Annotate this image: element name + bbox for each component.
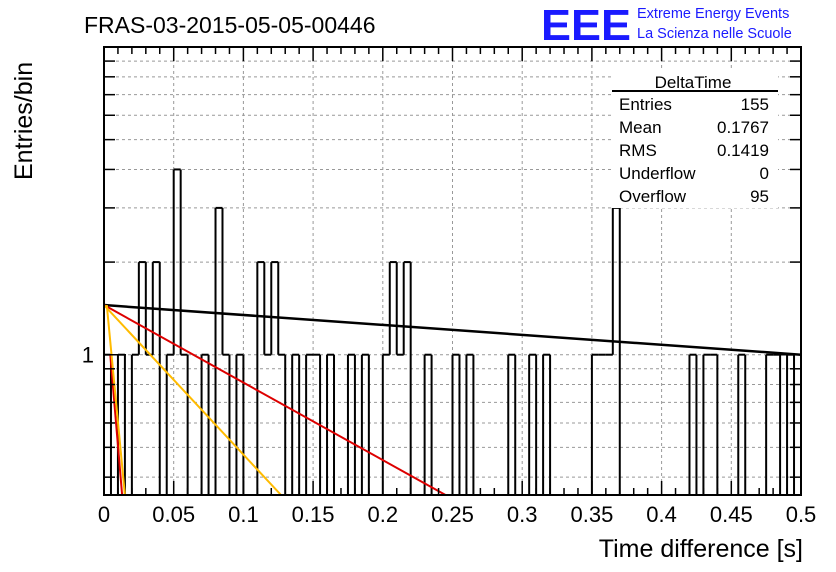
x-tick-label: 0.15	[292, 502, 335, 527]
stats-value-mean: 0.1767	[717, 118, 769, 137]
eee-logo: EEE Extreme Energy Events La Scienza nel…	[541, 1, 792, 50]
stats-label-rms: RMS	[619, 141, 657, 160]
axes: 0 0.05 0.1 0.15 0.2 0.25 0.3 0.35 0.4 0.45 0.5 1	[82, 46, 817, 527]
x-tick-label: 0.5	[786, 502, 817, 527]
stats-box: DeltaTime Entries 155 Mean 0.1767 RMS 0.…	[612, 68, 778, 208]
fit-line	[103, 304, 447, 496]
y-tick-label: 1	[82, 343, 94, 368]
x-tick-label: 0.2	[368, 502, 399, 527]
stats-label-entries: Entries	[619, 95, 672, 114]
stats-box-title: DeltaTime	[655, 73, 732, 92]
eee-logo-line2: La Scienza nelle Scuole	[637, 26, 792, 42]
eee-logo-letters: EEE	[541, 1, 631, 50]
x-tick-label: 0.3	[507, 502, 538, 527]
x-axis-label: Time difference [s]	[599, 535, 803, 563]
stats-label-underflow: Underflow	[619, 164, 696, 183]
fit-lines	[103, 303, 802, 496]
x-tick-label: 0	[98, 502, 110, 527]
fit-line	[103, 304, 282, 496]
stats-label-overflow: Overflow	[619, 187, 687, 206]
stats-value-entries: 155	[741, 95, 769, 114]
stats-value-underflow: 0	[760, 164, 769, 183]
fit-line	[103, 303, 802, 356]
stats-value-overflow: 95	[750, 187, 769, 206]
x-tick-label: 0.35	[570, 502, 613, 527]
x-tick-label: 0.05	[152, 502, 195, 527]
y-axis-label: Entries/bin	[10, 62, 38, 180]
eee-logo-line1: Extreme Energy Events	[637, 6, 789, 22]
x-tick-label: 0.45	[710, 502, 753, 527]
fit-line	[109, 354, 124, 496]
stats-value-rms: 0.1419	[717, 141, 769, 160]
x-tick-label: 0.1	[228, 502, 259, 527]
stats-label-mean: Mean	[619, 118, 662, 137]
histogram-bins	[103, 168, 801, 496]
chart-title: FRAS-03-2015-05-05-00446	[84, 12, 376, 38]
x-tick-label: 0.25	[431, 502, 474, 527]
x-tick-label: 0.4	[646, 502, 677, 527]
fit-line	[105, 304, 126, 496]
